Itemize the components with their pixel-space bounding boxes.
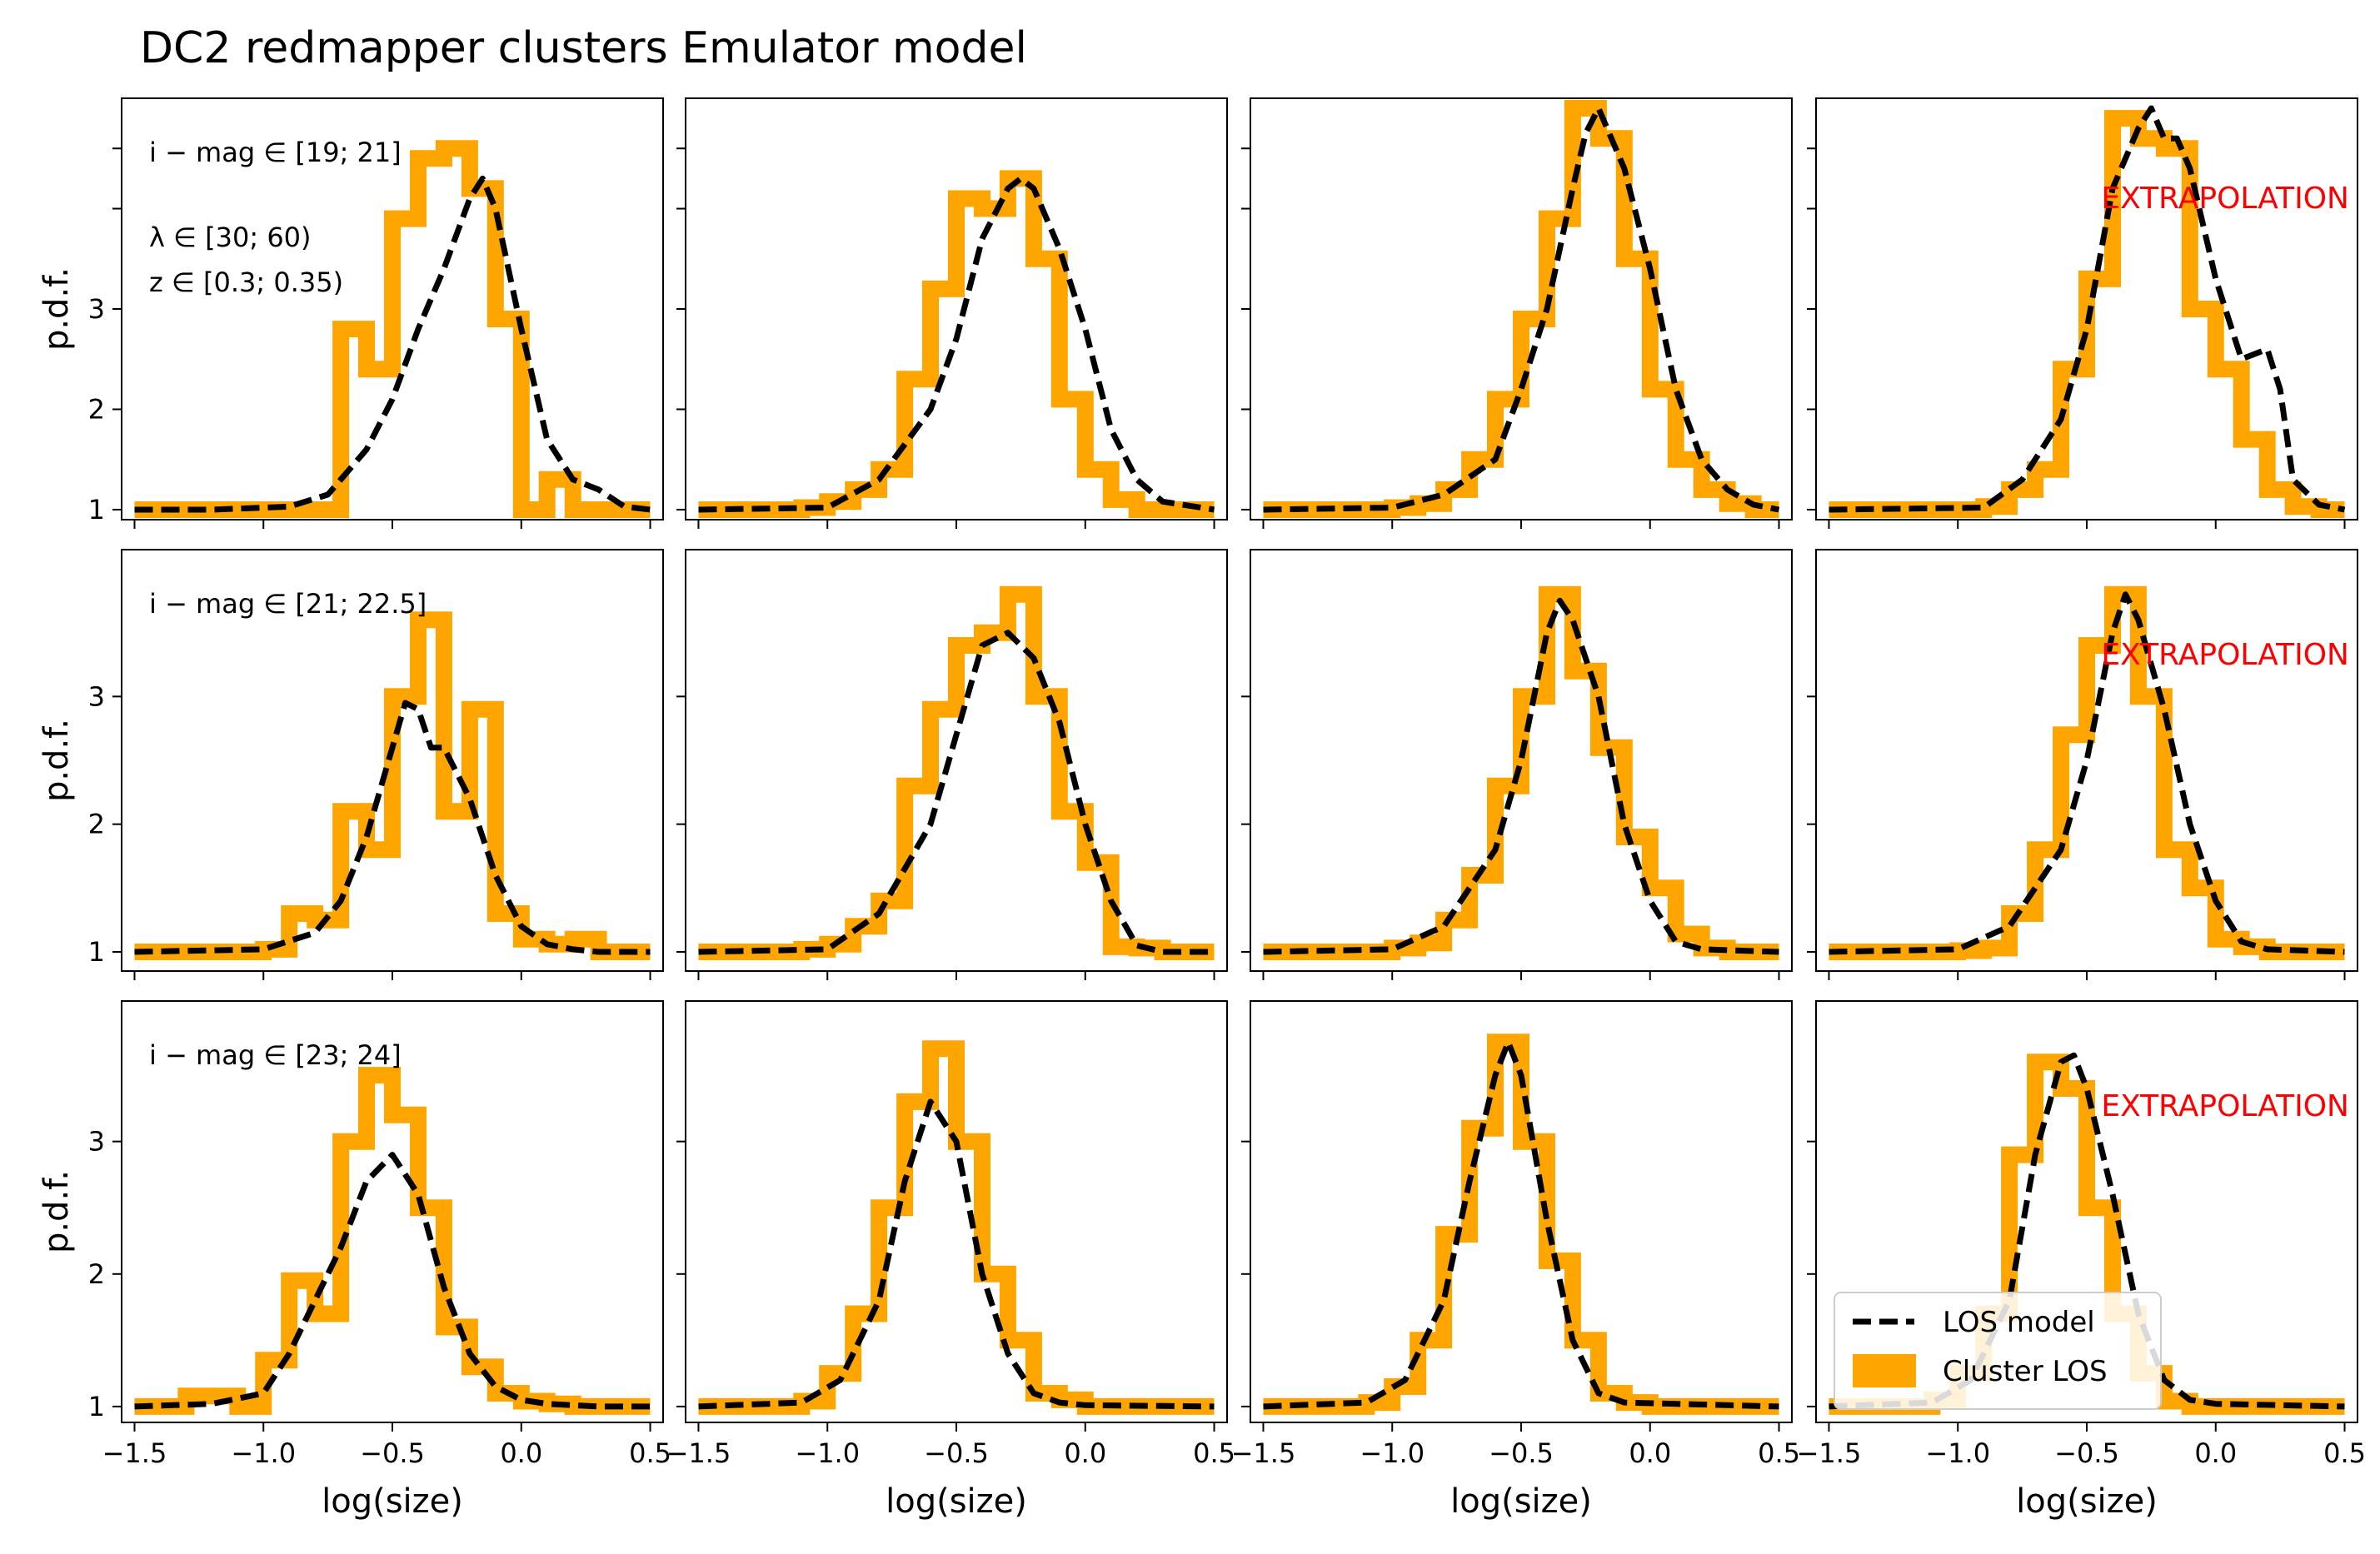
y-tick-label: 3 (88, 680, 105, 712)
panel-frame (1250, 97, 1793, 520)
histogram-cluster-los (1263, 100, 1779, 518)
y-tick-label: 1 (88, 1391, 105, 1422)
x-axis-label: log(size) (2016, 1482, 2158, 1521)
x-axis-label: log(size) (322, 1482, 463, 1521)
model-line-los (1829, 591, 2345, 955)
row-annotation: i − mag ∈ [21; 22.5] (149, 588, 427, 620)
panel-r1-c1: 1 2 3 p.d.f. i − mag ∈ [19; 21] λ ∈ [30; 60) z… (37, 97, 664, 529)
x-tick-label: 0.5 (1193, 1437, 1235, 1469)
x-tick-label: −1.5 (666, 1437, 731, 1469)
histogram-cluster-los (134, 140, 651, 518)
y-tick-label: 2 (88, 1258, 105, 1290)
model-line-los (1263, 1038, 1779, 1410)
panel-r2-c1: 1 2 3 p.d.f. i − mag ∈ [21; 22.5] (37, 549, 664, 980)
x-tick-label: −0.5 (924, 1437, 989, 1469)
panel-r2-c3 (1241, 549, 1793, 980)
y-tick-label: 2 (88, 809, 105, 840)
panel-r3-c3: −1.5 −1.0 −0.5 0.0 0.5 log(size) (1231, 1000, 1800, 1521)
panel-grid: 1 2 3 p.d.f. i − mag ∈ [19; 21] λ ∈ [30; 60) z… (37, 97, 2366, 1521)
x-tick-label: 0.0 (1064, 1437, 1106, 1469)
y-tick-label: 1 (88, 494, 105, 525)
x-tick-label: −0.5 (360, 1437, 425, 1469)
model-line-los (1829, 105, 2346, 513)
y-axis-label: p.d.f. (37, 719, 76, 802)
model-line-los (134, 1152, 651, 1410)
row-annotation: z ∈ [0.3; 0.35) (149, 266, 343, 298)
panel-r3-c1: −1.5 −1.0 −0.5 0.0 0.5 1 2 3 p.d.f. i − mag ∈ [23… (37, 1000, 671, 1521)
histogram-cluster-los (1263, 585, 1779, 960)
x-axis-label: log(size) (886, 1482, 1027, 1521)
legend-label-hist: Cluster LOS (1943, 1355, 2108, 1388)
y-tick-label: 1 (88, 936, 105, 968)
histogram-cluster-los (698, 170, 1215, 518)
panel-r1-c3 (1241, 97, 1793, 529)
row-annotation: i − mag ∈ [23; 24] (149, 1039, 402, 1071)
histogram-cluster-los (698, 1040, 1215, 1415)
extrapolation-label: EXTRAPOLATION (2101, 182, 2349, 216)
panel-r1-c2 (676, 97, 1228, 529)
x-tick-label: −1.0 (231, 1437, 296, 1469)
legend-label-model: LOS model (1943, 1306, 2095, 1339)
chart-title: DC2 redmapper clusters Emulator model (140, 23, 1027, 73)
x-tick-label: 0.0 (2194, 1437, 2237, 1469)
x-tick-label: −1.0 (1925, 1437, 1990, 1469)
panel-frame (685, 549, 1228, 972)
model-line-los (698, 630, 1215, 955)
panel-r3-c4: −1.5 −1.0 −0.5 0.0 0.5 EXTRAPOLATION log(size)… (1797, 1000, 2366, 1521)
x-tick-label: −1.0 (795, 1437, 860, 1469)
y-tick-label: 3 (88, 293, 105, 325)
x-tick-label: 0.0 (500, 1437, 542, 1469)
histogram-cluster-los (134, 1067, 651, 1415)
x-axis-label: log(size) (1450, 1482, 1592, 1521)
extrapolation-label: EXTRAPOLATION (2101, 638, 2349, 672)
histogram-cluster-los (1263, 1034, 1779, 1415)
row-annotation: λ ∈ [30; 60) (149, 222, 312, 253)
x-tick-label: 0.5 (1758, 1437, 1800, 1469)
model-line-los (1263, 597, 1779, 955)
x-tick-label: −1.5 (102, 1437, 167, 1469)
x-tick-label: 0.5 (2323, 1437, 2366, 1469)
x-tick-label: −0.5 (2054, 1437, 2119, 1469)
extrapolation-label: EXTRAPOLATION (2101, 1089, 2349, 1123)
histogram-cluster-los (698, 585, 1215, 960)
y-tick-label: 2 (88, 393, 105, 425)
y-axis-label: p.d.f. (37, 1170, 76, 1253)
model-line-los (698, 175, 1215, 513)
panel-frame (685, 97, 1228, 520)
x-tick-label: −1.0 (1360, 1437, 1425, 1469)
model-line-los (1263, 105, 1780, 513)
model-line-los (134, 700, 651, 955)
legend-swatch-hist (1853, 1354, 1916, 1387)
panel-r2-c4: EXTRAPOLATION (1807, 549, 2358, 980)
panel-r1-c4: EXTRAPOLATION (1807, 97, 2358, 529)
x-tick-label: −1.5 (1797, 1437, 1862, 1469)
histogram-cluster-los (134, 611, 651, 960)
panel-r2-c2 (676, 549, 1228, 980)
x-tick-label: 0.0 (1629, 1437, 1671, 1469)
x-tick-label: 0.5 (629, 1437, 671, 1469)
panel-frame (1815, 549, 2358, 972)
y-axis-label: p.d.f. (37, 267, 76, 351)
row-annotation: i − mag ∈ [19; 21] (149, 137, 402, 168)
x-tick-label: −0.5 (1489, 1437, 1554, 1469)
panel-r3-c2: −1.5 −1.0 −0.5 0.0 0.5 log(size) (666, 1000, 1235, 1521)
y-tick-label: 3 (88, 1126, 105, 1158)
model-line-los (698, 1098, 1215, 1410)
legend: LOS model Cluster LOS (1834, 1292, 2162, 1410)
x-tick-label: −1.5 (1231, 1437, 1296, 1469)
